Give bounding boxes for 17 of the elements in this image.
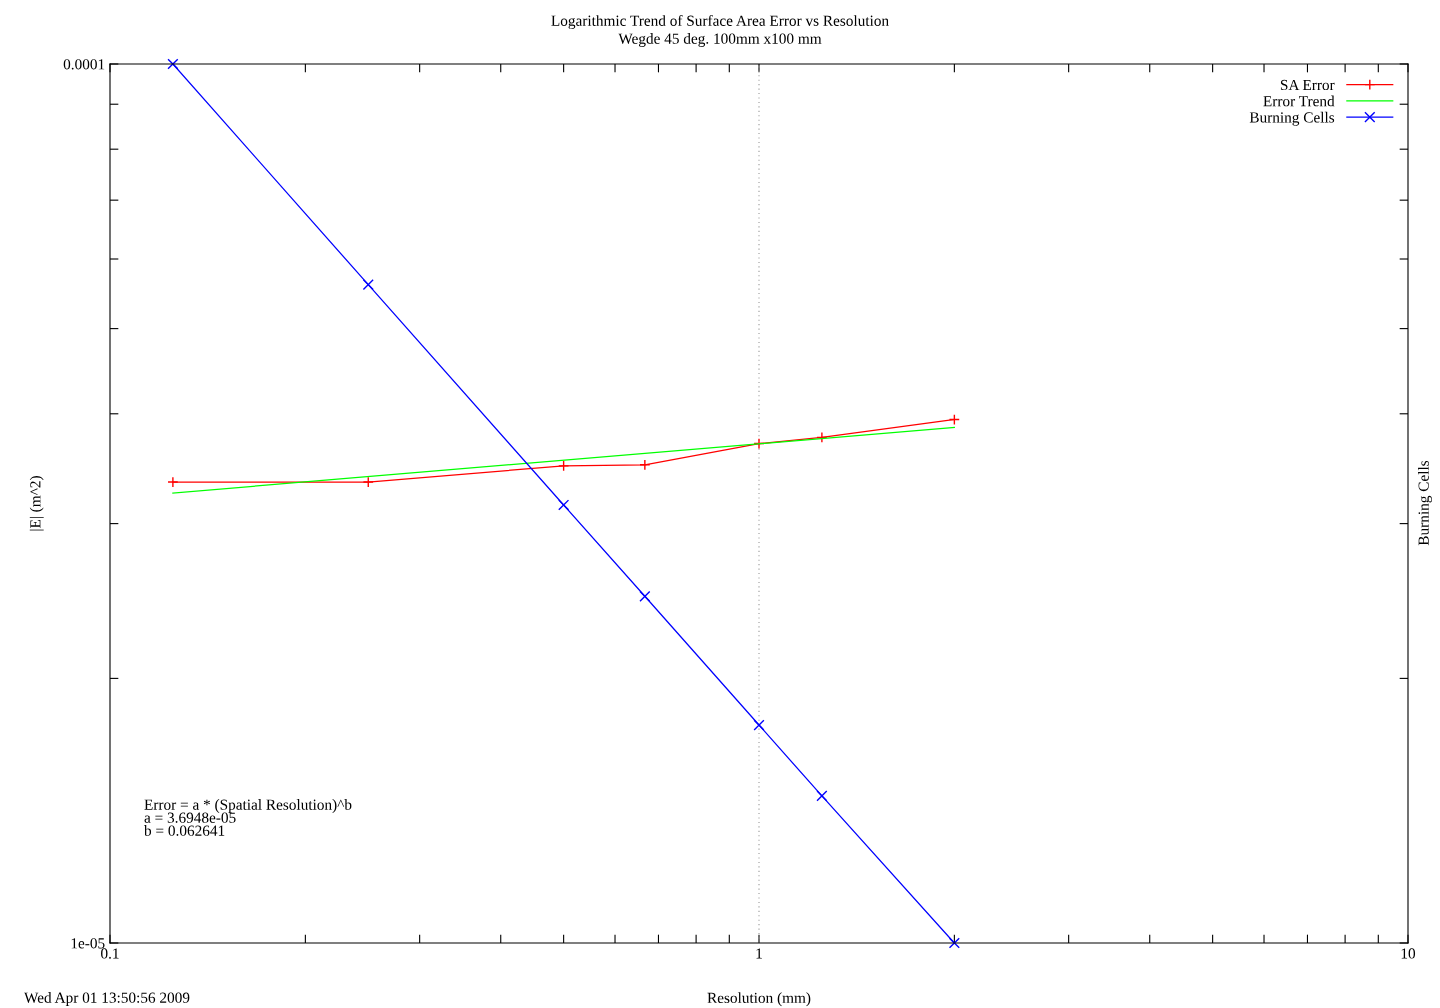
- y-tick-label: 0.0001: [63, 59, 105, 70]
- x-tick-label: 0.1: [101, 948, 119, 959]
- y2-axis-title: Burning Cells: [1418, 460, 1432, 546]
- annotation: Error = a * (Spatial Resolution)^b: [144, 799, 352, 813]
- y-tick-label: 1e-05: [71, 938, 105, 949]
- chart-subtitle: Wegde 45 deg. 100mm x100 mm: [618, 33, 822, 47]
- x-tick-label: 1: [756, 948, 762, 959]
- legend-label: Error Trend: [1263, 95, 1335, 107]
- annotation: b = 0.062641: [144, 825, 225, 836]
- legend-label: SA Error: [1280, 79, 1335, 91]
- text: Wed Apr 01 13:50:56 2009: [24, 992, 190, 1006]
- x-tick-label: 10: [1401, 948, 1416, 959]
- y-axis-title: |E| (m^2): [29, 476, 44, 531]
- annotation: a = 3.6948e-05: [144, 812, 236, 823]
- chart-title: Logarithmic Trend of Surface Area Error vs Resolution: [551, 14, 889, 30]
- legend-label: Burning Cells: [1249, 111, 1335, 126]
- x-axis-title: Resolution (mm): [707, 992, 811, 1007]
